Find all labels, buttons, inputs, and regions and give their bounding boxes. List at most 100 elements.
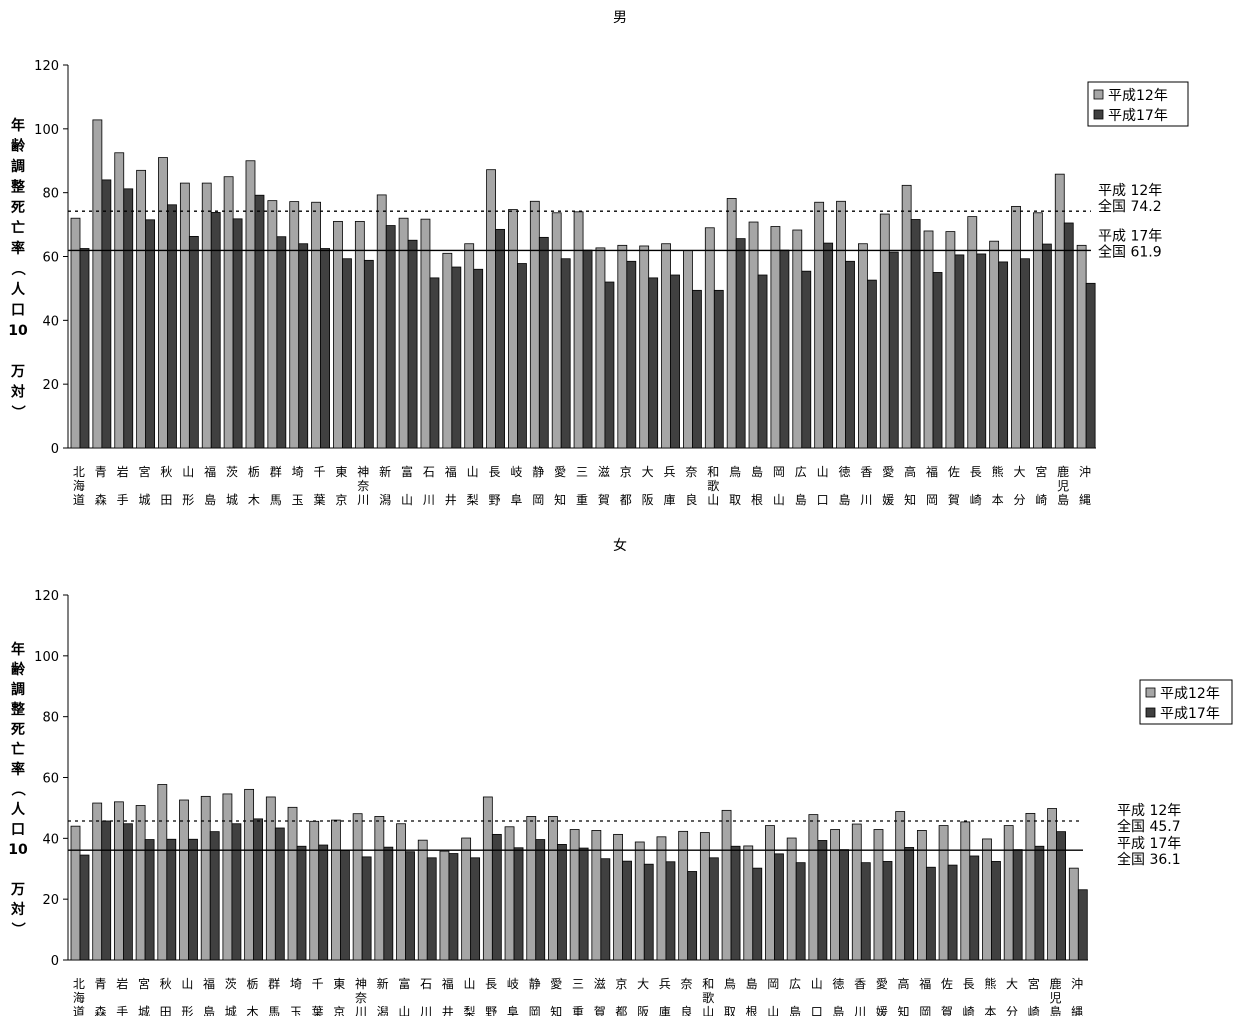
female-bar-h12 <box>374 816 385 961</box>
male-bar-h12 <box>442 252 453 449</box>
male-category-label: 手 <box>117 493 129 507</box>
female-category-label: 手 <box>116 1005 128 1016</box>
male-bar-h17 <box>145 219 156 449</box>
male-category-label: 神 <box>357 465 369 479</box>
female-category-label: 東 <box>333 977 345 991</box>
female-category-label: 島 <box>832 1004 844 1016</box>
female-bar-h12 <box>92 802 103 961</box>
male-bar-h17 <box>167 204 177 449</box>
female-category-label: 宮 <box>1028 976 1040 991</box>
female-chart-title: 女 <box>613 537 627 554</box>
male-chart: 男020406080100120年齢調整死亡率（人口10万対）北海道青森岩手宮城… <box>8 10 1189 507</box>
male-bar-h17 <box>188 235 199 449</box>
male-category-label: 福 <box>926 464 938 479</box>
male-bar-h12 <box>486 169 496 449</box>
female-bar-h17 <box>1056 831 1066 961</box>
female-category-label: 青 <box>95 977 107 991</box>
female-category-label: 香 <box>854 977 866 991</box>
female-y-axis-label-char: （ <box>9 782 25 796</box>
male-bar-h12 <box>748 221 759 449</box>
male-category-label: 滋 <box>598 465 610 479</box>
male-bar-h17 <box>254 194 265 449</box>
male-bar-h12 <box>923 230 934 449</box>
male-bar-h17 <box>801 270 812 449</box>
female-bar-h12 <box>135 805 146 961</box>
female-bar-h12 <box>222 793 233 961</box>
male-y-axis-label-char: 10 <box>8 323 28 339</box>
female-bar-h12 <box>808 814 819 961</box>
male-y-axis-label-char: 年 <box>11 117 25 134</box>
female-category-label: 宮 <box>138 976 150 991</box>
male-bar-h12 <box>704 227 715 449</box>
male-bar-h12 <box>726 198 737 449</box>
female-bar-h12 <box>287 806 298 961</box>
female-bar-h12 <box>1025 812 1036 961</box>
female-category-label: 埼 <box>290 977 302 991</box>
female-y-axis-label-char: 齢 <box>11 661 26 678</box>
male-category-label: 島 <box>1057 492 1069 507</box>
female-category-label: 阜 <box>507 1005 519 1016</box>
female-category-label: 富 <box>398 976 410 991</box>
female-category-label: 口 <box>811 1005 823 1016</box>
male-bar-h12 <box>814 201 825 449</box>
female-national-label: 平成 12年 <box>1117 803 1181 819</box>
female-bar-h12 <box>699 832 710 961</box>
male-bar-h12 <box>989 240 1000 449</box>
female-bar-h12 <box>851 823 862 961</box>
male-category-label: 田 <box>160 493 172 507</box>
female-category-label: 島 <box>746 976 758 991</box>
male-bar-h17 <box>232 218 243 449</box>
male-bar-h17 <box>407 239 418 449</box>
male-bar-h17 <box>735 238 746 449</box>
female-bar-h17 <box>665 861 676 961</box>
male-category-label: 山 <box>401 493 413 507</box>
female-category-label: 本 <box>984 1005 996 1016</box>
female-bar-h17 <box>383 846 394 961</box>
male-category-label: 野 <box>489 493 501 507</box>
female-y-tick-label: 120 <box>34 589 59 604</box>
female-category-label: 島 <box>789 1004 801 1016</box>
male-bar-h12 <box>683 250 693 449</box>
female-legend-label: 平成12年 <box>1160 686 1220 702</box>
male-bar-h17 <box>276 236 287 449</box>
male-category-label: 京 <box>620 465 632 479</box>
female-category-label: 良 <box>681 1004 693 1016</box>
male-bar-h12 <box>901 184 912 449</box>
male-bar-h12 <box>661 243 671 449</box>
female-category-label: 愛 <box>876 977 888 991</box>
male-bar-h17 <box>385 225 396 449</box>
male-category-label: 徳 <box>838 464 850 479</box>
male-bar-h12 <box>333 220 343 449</box>
female-bar-h17 <box>361 856 372 961</box>
male-category-label: 山 <box>182 465 194 479</box>
female-category-label: 海 <box>73 990 85 1005</box>
female-bar-h17 <box>188 838 198 961</box>
male-bar-h17 <box>451 266 462 449</box>
female-bar-h12 <box>743 845 754 961</box>
female-y-tick-label: 20 <box>42 893 59 908</box>
male-chart-title: 男 <box>613 10 627 26</box>
male-category-label: 大 <box>1013 465 1025 479</box>
male-bar-h17 <box>538 236 549 449</box>
male-category-label: 知 <box>904 493 916 507</box>
male-category-label: 道 <box>73 493 85 507</box>
female-category-label: 野 <box>485 1005 497 1016</box>
female-category-label: 分 <box>1006 1005 1018 1016</box>
female-bar-h17 <box>79 854 90 961</box>
female-category-label: 田 <box>160 1005 172 1016</box>
female-bar-h17 <box>622 860 632 961</box>
male-national-label: 全国 61.9 <box>1098 243 1162 260</box>
male-legend <box>1087 81 1189 127</box>
female-bar-h17 <box>448 853 459 961</box>
male-bar-h12 <box>267 200 278 449</box>
female-category-label: 大 <box>1006 977 1018 991</box>
female-bar-h12 <box>331 819 341 961</box>
male-category-label: 群 <box>270 465 282 479</box>
female-bar-h17 <box>1012 849 1023 961</box>
male-category-label: 岩 <box>117 464 129 479</box>
female-bar-h12 <box>439 850 450 961</box>
male-bar-h12 <box>770 226 781 449</box>
female-category-label: 沖 <box>1071 977 1083 991</box>
female-category-label: 山 <box>181 977 193 991</box>
